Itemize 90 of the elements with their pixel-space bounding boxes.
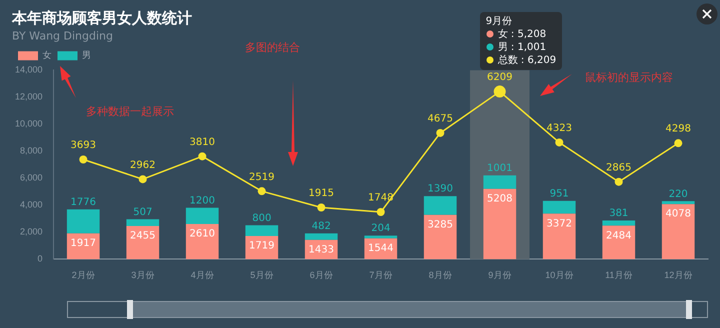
- chart-title: 本年商场顾客男女人数统计: [11, 8, 192, 27]
- point: [198, 152, 206, 160]
- data-label: 5208: [487, 193, 512, 204]
- y-tick-label: 14,000: [14, 64, 43, 75]
- point: [79, 155, 88, 164]
- bar: [126, 226, 160, 260]
- y-tick-label: 8,000: [20, 146, 43, 156]
- data-label: 2962: [130, 160, 156, 171]
- data-label: 4323: [546, 123, 572, 134]
- x-tick-label: 5月份: [250, 270, 274, 280]
- point: [674, 139, 682, 148]
- x-tick-label: 10月份: [545, 270, 574, 280]
- chart-subtitle: BY Wang Dingding: [12, 29, 113, 42]
- point: [317, 203, 326, 212]
- bar: [186, 224, 219, 260]
- bar: [602, 226, 636, 260]
- data-label: 1001: [487, 162, 512, 174]
- bar: [662, 201, 695, 204]
- point: [614, 178, 623, 186]
- bar: [186, 208, 219, 224]
- data-label: 1390: [428, 184, 453, 195]
- text: 总数 : 6,209: [496, 54, 556, 67]
- data-label: 1915: [308, 188, 334, 200]
- bar: [542, 200, 576, 214]
- data-label: 1917: [70, 238, 96, 249]
- data-label: 2519: [249, 172, 274, 183]
- x-tick-label: 12月份: [664, 270, 692, 280]
- data-label: 381: [609, 208, 628, 220]
- bar: [245, 225, 278, 236]
- text: 9月份: [486, 16, 512, 27]
- data-label: 3285: [428, 219, 453, 230]
- data-label: 1776: [70, 196, 96, 208]
- data-label: 220: [668, 188, 688, 200]
- bar: [126, 219, 160, 226]
- x-tick-label: 9月份: [488, 270, 512, 280]
- data-label: 4298: [666, 124, 691, 135]
- x-tick-label: 3月份: [131, 270, 154, 280]
- data-label: 1544: [368, 242, 394, 254]
- y-tick-label: 12,000: [14, 92, 43, 102]
- data-label: 4078: [666, 208, 691, 220]
- data-label: 3372: [546, 218, 572, 230]
- data-label: 1200: [190, 195, 215, 206]
- data-label: 2865: [606, 162, 632, 174]
- bar: [483, 175, 516, 189]
- data-label: 6209: [487, 72, 512, 84]
- point: [258, 187, 266, 196]
- data-label: 507: [133, 206, 152, 218]
- bar: [483, 188, 516, 260]
- x-tick-label: 8月份: [428, 270, 452, 280]
- data-label: 482: [312, 220, 331, 232]
- y-tick-label: 4,000: [20, 200, 43, 210]
- bar: [304, 233, 338, 240]
- x-tick-label: 2月份: [72, 270, 95, 280]
- annotation: 鼠标初的显示内容: [585, 70, 673, 85]
- bar: [542, 214, 576, 260]
- legend-label: 女: [42, 50, 52, 60]
- bar: [424, 196, 457, 215]
- x-tick-label: 4月份: [190, 270, 214, 280]
- data-label: 3810: [190, 136, 215, 148]
- bar: [424, 214, 457, 260]
- point: [138, 175, 147, 184]
- point: [555, 138, 564, 146]
- annotation: 多种数据一起展示: [86, 104, 174, 119]
- y-tick-label: 2,000: [20, 226, 43, 237]
- bar: [662, 204, 695, 260]
- text: 女 : 5,208: [496, 28, 548, 41]
- x-tick-label: 7月份: [369, 270, 392, 280]
- data-label: 2484: [606, 230, 632, 242]
- bar: [364, 236, 398, 238]
- y-tick-label: 0: [38, 254, 43, 264]
- data-label: 800: [252, 212, 272, 224]
- data-label: 1433: [308, 244, 334, 256]
- data-label: 951: [550, 188, 569, 200]
- x-tick-label: 6月份: [310, 270, 333, 280]
- point: [376, 208, 385, 216]
- data-label: 204: [371, 223, 390, 234]
- data-label: 4675: [428, 114, 453, 125]
- data-label: 3693: [70, 140, 96, 152]
- legend-label: 男: [82, 50, 91, 60]
- y-tick-label: 6,000: [20, 172, 43, 183]
- point: [436, 128, 444, 137]
- data-label: 2610: [190, 228, 215, 240]
- data-label: 2455: [130, 230, 156, 242]
- bar: [602, 220, 636, 226]
- data-label: 1719: [249, 240, 274, 252]
- text: 多图的结合: [245, 40, 300, 55]
- x-tick-label: 11月份: [605, 270, 632, 280]
- bar: [66, 209, 100, 234]
- y-tick-label: 10,000: [14, 118, 43, 129]
- text: 男 : 1,001: [496, 41, 548, 54]
